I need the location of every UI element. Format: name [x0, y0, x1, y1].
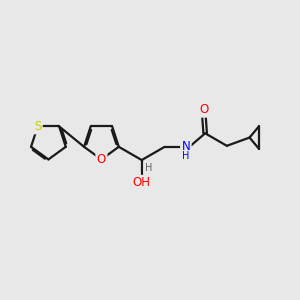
Text: O: O [97, 153, 106, 166]
Text: OH: OH [133, 176, 151, 189]
Text: O: O [199, 103, 208, 116]
Text: N: N [182, 140, 190, 153]
Text: H: H [145, 163, 152, 173]
Text: S: S [34, 120, 41, 133]
Text: H: H [182, 151, 190, 161]
